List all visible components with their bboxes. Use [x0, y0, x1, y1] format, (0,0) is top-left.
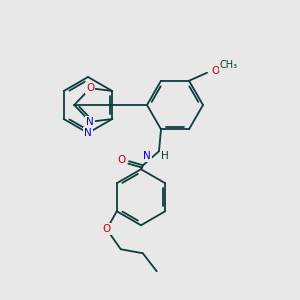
Text: H: H — [161, 151, 169, 161]
Text: O: O — [211, 66, 219, 76]
Text: O: O — [118, 155, 126, 165]
Text: O: O — [86, 83, 94, 93]
Text: O: O — [103, 224, 111, 234]
Text: N: N — [143, 151, 151, 161]
Text: CH₃: CH₃ — [220, 60, 238, 70]
Text: N: N — [86, 117, 94, 127]
Text: N: N — [84, 128, 92, 138]
